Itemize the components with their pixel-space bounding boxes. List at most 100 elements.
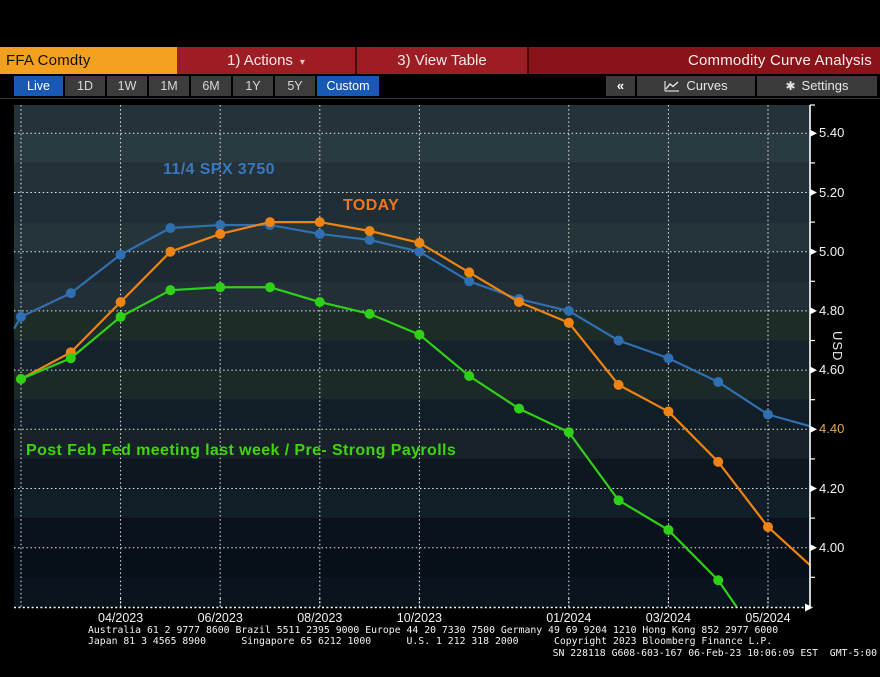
data-point[interactable] bbox=[314, 217, 325, 228]
data-point[interactable] bbox=[464, 371, 475, 382]
range-button-1m[interactable]: 1M bbox=[149, 76, 189, 96]
range-button-live[interactable]: Live bbox=[14, 76, 63, 96]
collapse-panel-button[interactable]: « bbox=[606, 76, 635, 96]
curves-button[interactable]: Curves bbox=[637, 76, 755, 96]
data-point[interactable] bbox=[663, 353, 674, 364]
plot-band bbox=[14, 370, 810, 400]
data-point[interactable] bbox=[364, 234, 375, 245]
data-point[interactable] bbox=[265, 217, 275, 228]
annotation-blue-curve: 11/4 SPX 3750 bbox=[163, 161, 275, 178]
data-point[interactable] bbox=[713, 456, 724, 467]
data-point[interactable] bbox=[414, 329, 425, 340]
curves-label: Curves bbox=[686, 78, 728, 93]
y-tick-arrow bbox=[810, 248, 817, 256]
range-button-1y[interactable]: 1Y bbox=[233, 76, 273, 96]
settings-label: Settings bbox=[801, 78, 849, 93]
x-tick-label: 05/2024 bbox=[745, 611, 791, 625]
plot-band bbox=[14, 488, 810, 519]
data-point[interactable] bbox=[314, 297, 325, 308]
data-point[interactable] bbox=[763, 409, 773, 420]
data-point[interactable] bbox=[115, 249, 126, 260]
settings-button[interactable]: ✱ Settings bbox=[757, 76, 877, 96]
data-point[interactable] bbox=[763, 521, 773, 532]
ticker-tab[interactable]: FFA Comdty bbox=[0, 47, 177, 74]
data-point[interactable] bbox=[364, 308, 375, 319]
plot-band bbox=[14, 458, 810, 489]
annotation-green-curve: Post Feb Fed meeting last week / Pre- St… bbox=[26, 442, 457, 459]
data-point[interactable] bbox=[165, 223, 176, 234]
data-point[interactable] bbox=[563, 305, 574, 316]
plot-band bbox=[14, 577, 810, 607]
y-tick-arrow bbox=[810, 484, 817, 493]
plot-band bbox=[14, 192, 810, 223]
x-tick-label: 10/2023 bbox=[396, 611, 442, 625]
actions-menu-button[interactable]: 1) Actions ▾ bbox=[177, 47, 357, 74]
data-point[interactable] bbox=[314, 228, 325, 239]
plot-band bbox=[14, 281, 810, 311]
data-point[interactable] bbox=[215, 282, 226, 293]
data-point[interactable] bbox=[464, 267, 475, 278]
data-point[interactable] bbox=[215, 220, 226, 231]
data-point[interactable] bbox=[165, 246, 176, 257]
data-point[interactable] bbox=[713, 575, 724, 586]
x-tick-label: 01/2024 bbox=[546, 611, 592, 625]
data-point[interactable] bbox=[613, 495, 624, 506]
plot-band bbox=[14, 399, 810, 430]
range-button-5y[interactable]: 5Y bbox=[275, 76, 315, 96]
series-line-0 bbox=[13, 223, 811, 428]
y-tick-label: 4.80 bbox=[819, 302, 845, 318]
data-point[interactable] bbox=[563, 317, 574, 328]
data-point[interactable] bbox=[65, 288, 76, 299]
header-bar: FFA Comdty 1) Actions ▾ 3) View Table Com… bbox=[0, 47, 880, 74]
y-tick-arrow bbox=[810, 188, 817, 197]
menu-bar: 1) Actions ▾ 3) View Table Commodity Curv… bbox=[177, 47, 880, 74]
plot-band bbox=[14, 518, 810, 548]
data-point[interactable] bbox=[115, 297, 126, 308]
range-button-1d[interactable]: 1D bbox=[65, 76, 105, 96]
range-button-6m[interactable]: 6M bbox=[191, 76, 231, 96]
data-point[interactable] bbox=[16, 373, 26, 384]
data-point[interactable] bbox=[663, 524, 674, 535]
data-point[interactable] bbox=[165, 285, 176, 296]
range-button-custom[interactable]: Custom bbox=[317, 76, 379, 96]
gear-icon: ✱ bbox=[785, 79, 796, 93]
y-tick-label: 5.40 bbox=[819, 125, 845, 141]
x-tick-label: 08/2023 bbox=[297, 611, 343, 625]
data-point[interactable] bbox=[613, 379, 624, 390]
data-point[interactable] bbox=[613, 335, 624, 346]
data-point[interactable] bbox=[16, 311, 26, 322]
y-axis-title: USD bbox=[830, 331, 845, 362]
footer-terminal-stamp: SN 228118 G608-603-167 06-Feb-23 10:06:0… bbox=[552, 648, 877, 659]
data-point[interactable] bbox=[414, 246, 425, 257]
series-line-2 bbox=[20, 286, 738, 608]
data-point[interactable] bbox=[265, 282, 275, 293]
data-point[interactable] bbox=[514, 297, 524, 308]
y-tick-arrow bbox=[810, 366, 817, 374]
view-table-button[interactable]: 3) View Table bbox=[357, 47, 529, 74]
range-button-1w[interactable]: 1W bbox=[107, 76, 147, 96]
data-point[interactable] bbox=[464, 276, 475, 287]
dropdown-caret-icon: ▾ bbox=[299, 57, 305, 68]
x-tick-label: 06/2023 bbox=[197, 611, 243, 625]
chart-toolbar: Live 1D 1W 1M 6M 1Y 5Y Custom « Curves ✱ Settin… bbox=[0, 76, 880, 99]
footer-contact-line-2: Japan 81 3 4565 8900 Singapore 65 6212 1… bbox=[88, 636, 773, 647]
data-point[interactable] bbox=[713, 376, 724, 387]
x-tick-label: 04/2023 bbox=[98, 611, 144, 625]
data-point[interactable] bbox=[215, 228, 226, 239]
data-point[interactable] bbox=[364, 225, 375, 236]
y-tick-label: 5.00 bbox=[819, 243, 845, 259]
data-point[interactable] bbox=[115, 311, 126, 322]
data-point[interactable] bbox=[414, 237, 425, 248]
page-title: Commodity Curve Analysis bbox=[529, 47, 880, 74]
annotation-orange-curve: TODAY bbox=[343, 197, 400, 214]
plot-band bbox=[14, 222, 810, 252]
data-point[interactable] bbox=[65, 353, 76, 364]
chart-tools: « Curves ✱ Settings bbox=[606, 76, 877, 96]
data-point[interactable] bbox=[563, 427, 574, 438]
range-button-group: Live 1D 1W 1M 6M 1Y 5Y Custom bbox=[14, 76, 379, 96]
data-point[interactable] bbox=[514, 403, 524, 414]
data-point[interactable] bbox=[663, 406, 674, 417]
curves-icon bbox=[664, 81, 680, 92]
y-tick-arrow bbox=[810, 307, 817, 315]
